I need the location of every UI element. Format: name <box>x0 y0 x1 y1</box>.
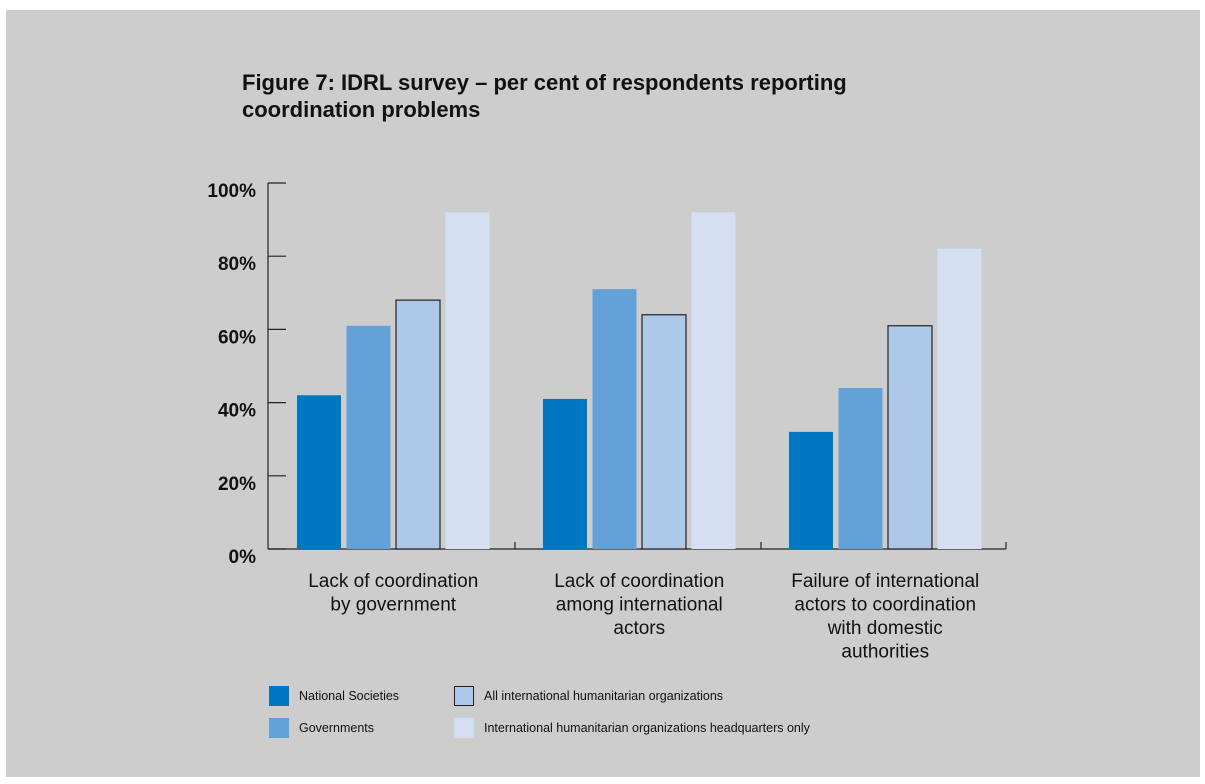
bar <box>297 395 341 549</box>
bar <box>543 398 587 549</box>
legend-swatch <box>454 718 474 738</box>
y-tick-label: 20% <box>218 474 256 495</box>
y-tick-label: 60% <box>218 327 256 348</box>
legend-item: All international humanitarian organizat… <box>454 686 723 706</box>
chart-legend: National Societies Governments All interna… <box>269 686 969 746</box>
legend-swatch <box>454 686 474 706</box>
category-label: Lack of coordination among international a… <box>554 571 724 639</box>
legend-label: National Societies <box>299 689 400 703</box>
category-label: Failure of international actors to coordi… <box>791 571 979 663</box>
legend-item: International humanitarian organizations… <box>454 718 810 738</box>
legend-label: Governments <box>299 721 375 735</box>
bar <box>937 248 982 549</box>
y-tick-label: 40% <box>218 401 256 422</box>
chart-title: Figure 7: IDRL survey – per cent of resp… <box>242 70 847 122</box>
legend-label: International humanitarian organizations… <box>484 721 810 735</box>
bar <box>887 325 933 550</box>
bar <box>395 299 441 550</box>
bar <box>592 289 637 549</box>
legend-swatch <box>269 686 289 706</box>
legend-item: National Societies <box>269 686 399 706</box>
bar <box>838 387 883 549</box>
y-tick-label: 0% <box>229 547 257 568</box>
legend-swatch <box>269 718 289 738</box>
bar <box>691 212 736 549</box>
bar <box>445 212 490 549</box>
bar <box>641 314 687 550</box>
category-label: Lack of coordination by government <box>308 571 478 616</box>
y-tick-label: 100% <box>207 181 256 202</box>
bar <box>346 325 391 549</box>
bar <box>789 431 833 549</box>
legend-label: All international humanitarian organizat… <box>484 689 724 703</box>
legend-item: Governments <box>269 718 374 738</box>
y-tick-label: 80% <box>218 254 256 275</box>
